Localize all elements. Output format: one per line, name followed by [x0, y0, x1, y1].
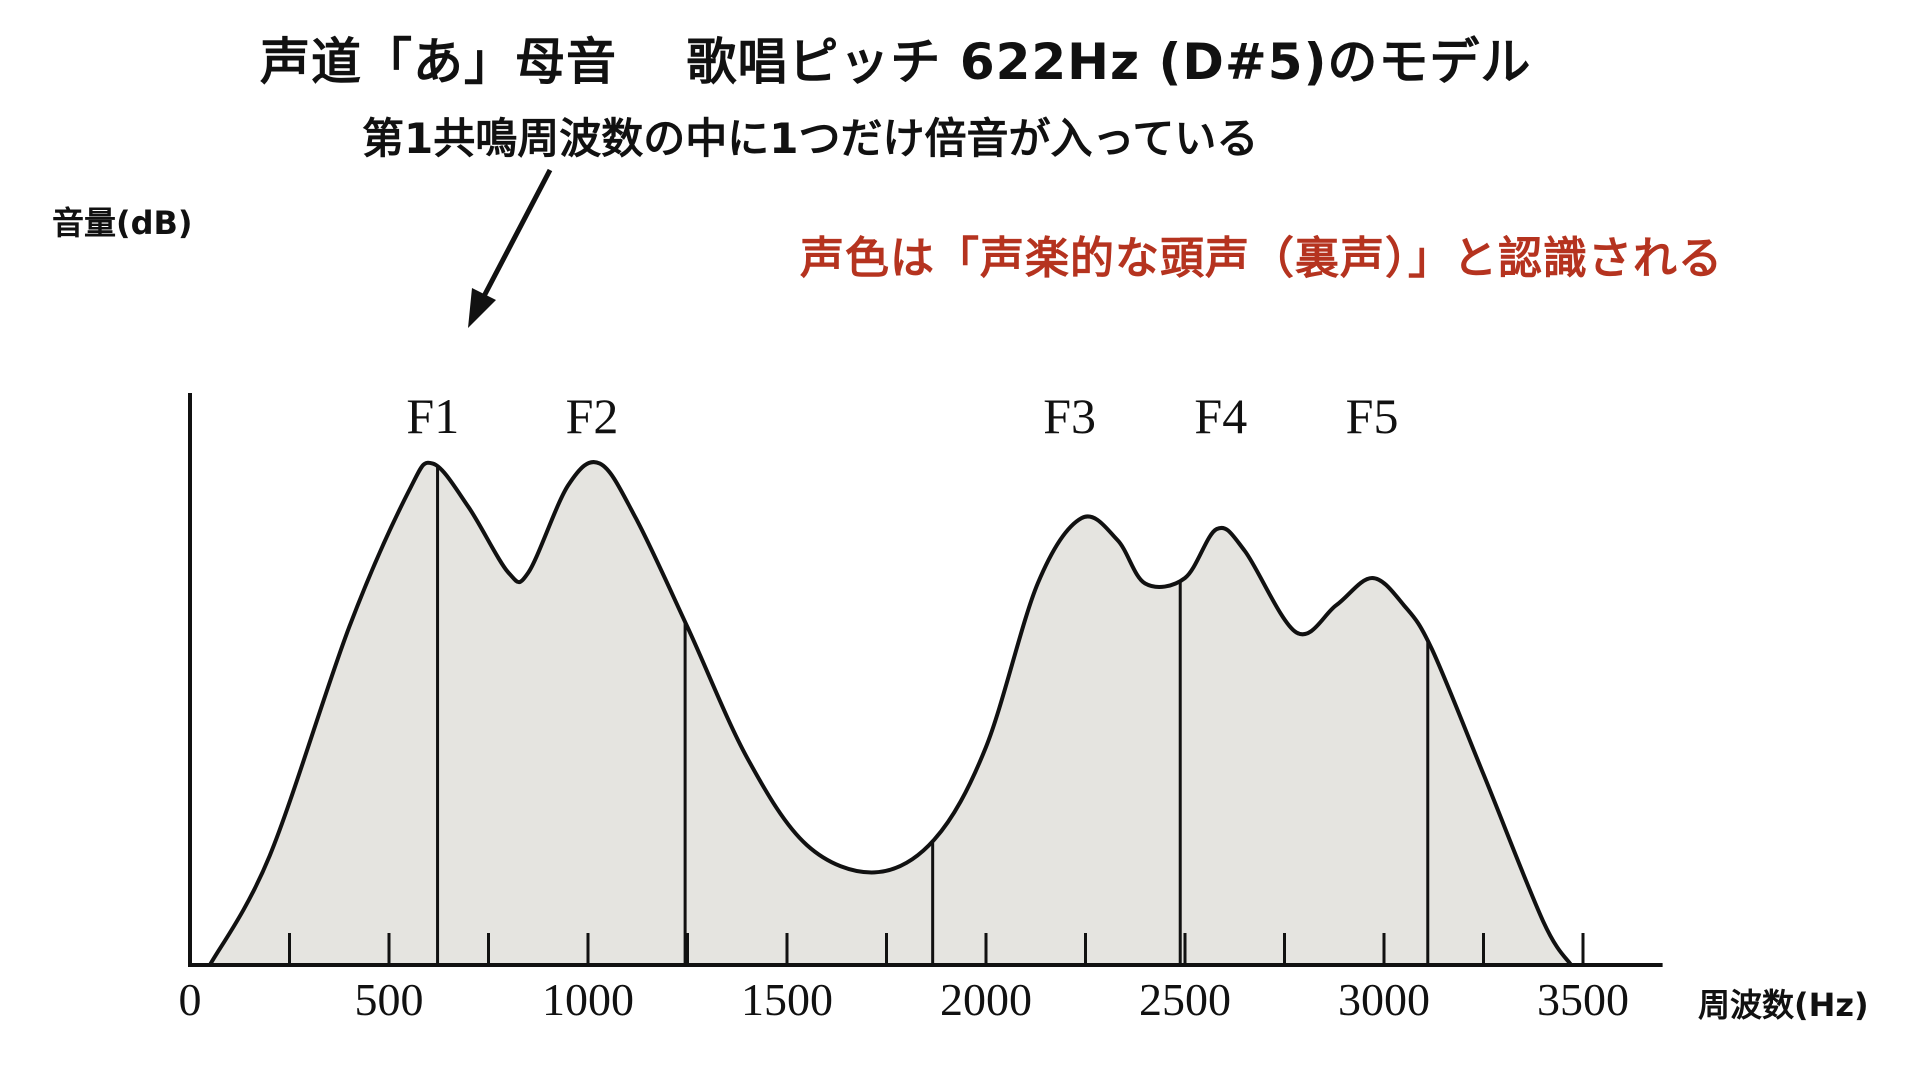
- x-tick-label: 1000: [542, 974, 634, 1025]
- envelope-curve: [208, 460, 1573, 967]
- annotation-arrow: [468, 168, 553, 328]
- formant-label-f3: F3: [1043, 388, 1096, 444]
- envelope-area: [209, 462, 1572, 965]
- x-tick-label: 3000: [1338, 974, 1430, 1025]
- x-tick-label: 3500: [1537, 974, 1629, 1025]
- y-axis-label: 音量(dB): [52, 204, 193, 242]
- x-tick-label: 2500: [1139, 974, 1231, 1025]
- chart-title: 声道「あ」母音 歌唱ピッチ 622Hz (D#5)のモデル: [260, 33, 1532, 91]
- formant-label-f1: F1: [406, 388, 459, 444]
- x-tick-label: 1500: [741, 974, 833, 1025]
- plot-area: 0 500 1000 1500 2000 2500 3000 3500 F1 F2 F3 F4 F5: [179, 388, 1663, 1025]
- x-tick-label: 500: [355, 974, 424, 1025]
- timbre-note: 声色は「声楽的な頭声（裏声）」と認識される: [800, 233, 1723, 284]
- formant-label-f5: F5: [1346, 388, 1399, 444]
- formant-label-f2: F2: [566, 388, 619, 444]
- chart-subtitle: 第1共鳴周波数の中に1つだけ倍音が入っている: [362, 114, 1259, 163]
- x-tick-label: 2000: [940, 974, 1032, 1025]
- formant-label-f4: F4: [1194, 388, 1247, 444]
- arrow-shaft: [479, 168, 553, 302]
- x-axis-label: 周波数(Hz): [1698, 986, 1869, 1024]
- x-tick-label: 0: [179, 974, 202, 1025]
- arrow-head: [468, 288, 496, 328]
